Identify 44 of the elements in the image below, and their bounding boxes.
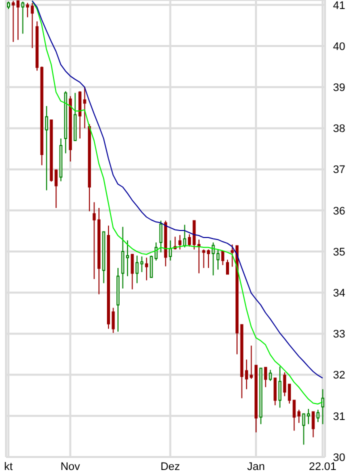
x-tick-label: Jan [247, 460, 265, 473]
candlestick [92, 202, 96, 280]
x-tick-label: Dez [160, 460, 180, 473]
candlestick [159, 220, 162, 253]
candlestick [283, 372, 286, 397]
y-tick-label: 40 [333, 40, 346, 53]
y-tick-label: 34 [333, 288, 346, 300]
candlestick [278, 366, 282, 408]
candlestick [312, 411, 315, 438]
candlestick [297, 409, 300, 424]
y-tick-label: 31 [333, 410, 346, 423]
x-tick-label: kt [4, 460, 13, 473]
y-tick-label: 35 [333, 246, 346, 258]
y-tick-label: 33 [333, 328, 346, 341]
candlestick [30, 2, 34, 49]
candlestick [221, 251, 224, 266]
x-tick-label: Nov [60, 460, 81, 473]
candlestick [140, 256, 144, 273]
candlestick [168, 240, 172, 262]
candlestick [145, 257, 148, 281]
candlestick [178, 234, 182, 250]
candlestick [130, 254, 134, 290]
y-tick-label: 36 [333, 205, 346, 218]
candlestick [26, 2, 30, 18]
y-tick-label: 41 [333, 0, 346, 12]
y-tick-label: 37 [333, 164, 346, 176]
candlestick [264, 366, 268, 388]
y-tick-label: 39 [333, 82, 346, 94]
candlestick [136, 255, 139, 284]
candlestick [45, 106, 48, 191]
candlestick [216, 248, 220, 270]
candlestick [21, 1, 24, 34]
candlestick [316, 409, 320, 423]
candlestick [206, 248, 210, 268]
candlestick [183, 224, 186, 248]
candlestick [306, 408, 310, 425]
y-tick-label: 32 [333, 370, 346, 382]
candlestick [202, 248, 206, 268]
candlestick [226, 259, 230, 275]
candlestick [274, 378, 277, 406]
candlestick [268, 369, 272, 382]
y-tick-label: 38 [333, 123, 346, 136]
candlestick [321, 388, 324, 425]
candlestick [302, 413, 306, 446]
